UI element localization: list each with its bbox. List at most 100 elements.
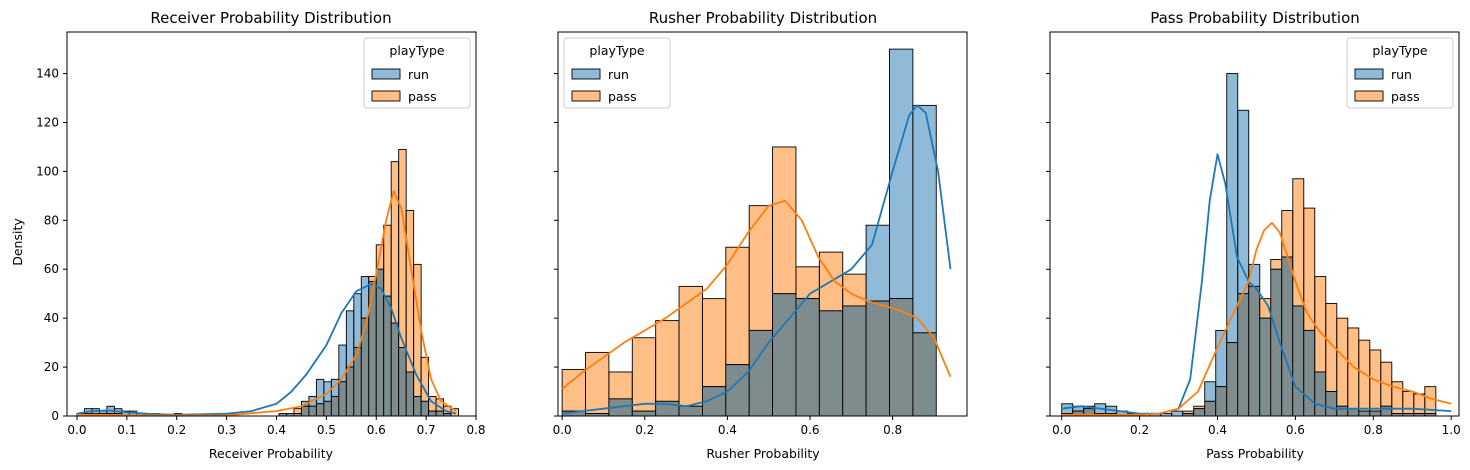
overlap-bar — [631, 410, 657, 417]
legend-title: playType — [1372, 43, 1427, 58]
pass-bar — [1281, 210, 1294, 258]
legend-entry-run: run — [608, 67, 629, 82]
pass-bar — [725, 246, 750, 366]
y-tick-label: 120 — [36, 115, 59, 129]
x-tick-label: 0.4 — [718, 423, 737, 437]
legend-title: playType — [389, 43, 444, 58]
legend-swatch-pass — [371, 90, 401, 102]
overlap-bar — [772, 293, 797, 417]
overlap-bar — [420, 400, 430, 417]
run-bar — [1171, 410, 1184, 417]
pass-kde-line — [1061, 221, 1452, 416]
legend-title: playType — [589, 43, 644, 58]
legend-entry-pass: pass — [1391, 89, 1420, 104]
pass-bar — [631, 337, 657, 412]
run-bar — [345, 310, 355, 368]
run-bar — [315, 378, 325, 405]
x-axis-label: Rusher Probability — [706, 446, 820, 461]
pass-kde-line — [77, 190, 457, 417]
overlap-bar — [1281, 256, 1294, 417]
pass-bar — [1402, 391, 1415, 415]
pass-kde-line — [561, 199, 952, 390]
overlap-bar — [1369, 410, 1382, 417]
overlap-bar — [330, 395, 340, 417]
legend-swatch-run — [571, 68, 601, 80]
x-tick-label: 0.4 — [267, 423, 286, 437]
run-bar — [1204, 381, 1217, 402]
overlap-bar — [865, 300, 890, 417]
overlap-bar — [795, 298, 820, 417]
overlap-bar — [1347, 408, 1360, 417]
y-tick-label: 80 — [44, 213, 59, 227]
chart-title: Receiver Probability Distribution — [150, 9, 391, 27]
x-tick-label: 0.0 — [1052, 423, 1071, 437]
x-tick-label: 0.0 — [553, 423, 572, 437]
pass-bar — [383, 224, 392, 297]
chart-title: Pass Probability Distribution — [1150, 9, 1360, 27]
y-tick-label: 0 — [51, 409, 59, 423]
pass-bar — [398, 148, 407, 348]
x-tick-label: 0.0 — [67, 423, 86, 437]
x-tick-label: 0.3 — [217, 423, 236, 437]
legend-box — [363, 37, 471, 109]
legend-box — [563, 37, 671, 109]
pass-bar — [390, 161, 400, 324]
pass-bar — [608, 371, 633, 400]
pass-bar — [1336, 317, 1349, 407]
pass-bar — [701, 298, 727, 388]
x-tick-label: 0.8 — [1364, 423, 1383, 437]
pass-bar — [1413, 393, 1426, 415]
overlap-bar — [428, 410, 437, 417]
overlap-bar — [315, 403, 325, 417]
x-tick-label: 0.6 — [367, 423, 386, 437]
overlap-bar — [1237, 293, 1250, 417]
overlap-bar — [390, 322, 400, 417]
legend-swatch-run — [1354, 68, 1384, 80]
x-tick-label: 0.4 — [1208, 423, 1227, 437]
legend: playType run pass — [1346, 37, 1454, 109]
legend: playType run pass — [363, 37, 471, 109]
pass-bar — [405, 210, 415, 373]
y-tick-label: 40 — [44, 311, 59, 325]
overlap-bar — [338, 381, 347, 417]
y-tick-label: 140 — [36, 67, 59, 81]
legend-entry-run: run — [408, 67, 429, 82]
overlap-bar — [678, 405, 703, 417]
overlap-bar — [383, 295, 392, 417]
legend-box — [1346, 37, 1454, 109]
x-tick-label: 0.6 — [1286, 423, 1305, 437]
run-bar — [1237, 109, 1250, 295]
panel-pass: Pass Probability Distribution Pass Proba… — [1046, 9, 1461, 461]
run-bar — [865, 224, 890, 302]
pass-bar — [1314, 276, 1327, 373]
pass-bar — [748, 205, 774, 331]
x-axis-label: Pass Probability — [1206, 446, 1304, 461]
overlap-bar — [300, 405, 310, 417]
x-tick-label: 0.5 — [317, 423, 336, 437]
overlap-bar — [398, 347, 407, 417]
run-bar — [353, 293, 362, 348]
overlap-bar — [1314, 371, 1327, 417]
y-tick-label: 20 — [44, 360, 59, 374]
panel-rusher: Rusher Probability Distribution Rusher P… — [553, 9, 968, 461]
legend-swatch-run — [371, 68, 401, 80]
overlap-bar — [842, 305, 867, 417]
legend-swatch-pass — [571, 90, 601, 102]
x-tick-label: 0.8 — [883, 423, 902, 437]
axes-frame — [66, 31, 477, 417]
x-tick-label: 0.7 — [417, 423, 436, 437]
overlap-bar — [435, 410, 445, 417]
legend: playType run pass — [563, 37, 671, 109]
x-tick-label: 0.2 — [635, 423, 654, 437]
overlap-bar — [818, 310, 844, 417]
run-kde-line — [1061, 153, 1452, 415]
overlap-bar — [1193, 408, 1206, 417]
axes-frame — [557, 31, 968, 417]
legend-entry-run: run — [1391, 67, 1412, 82]
legend-swatch-pass — [1354, 90, 1384, 102]
x-tick-label: 1.0 — [1442, 423, 1461, 437]
x-tick-label: 0.1 — [117, 423, 136, 437]
overlap-bar — [413, 395, 422, 417]
pass-bar — [678, 285, 703, 407]
